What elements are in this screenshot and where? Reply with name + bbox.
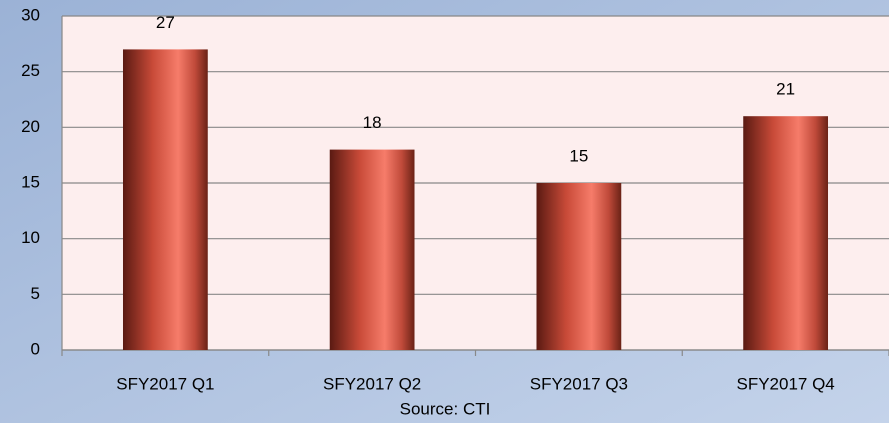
x-tick-label: SFY2017 Q2 [323,374,421,393]
x-tick-label: SFY2017 Q3 [530,374,628,393]
y-tick-label: 30 [21,5,40,24]
value-label: 18 [363,113,382,132]
x-tick-label: SFY2017 Q1 [116,374,214,393]
y-tick-label: 0 [31,339,40,358]
value-label: 21 [776,80,795,99]
y-tick-label: 15 [21,172,40,191]
value-label: 15 [569,146,588,165]
value-label: 27 [156,13,175,32]
bar [122,49,208,351]
y-tick-label: 5 [31,284,40,303]
bar [329,149,415,350]
bar [536,183,622,350]
y-tick-label: 10 [21,228,40,247]
source-note: Source: CTI [400,399,491,418]
x-tick-label: SFY2017 Q4 [736,374,834,393]
y-tick-label: 20 [21,117,40,136]
y-tick-label: 25 [21,61,40,80]
bar [743,116,829,350]
